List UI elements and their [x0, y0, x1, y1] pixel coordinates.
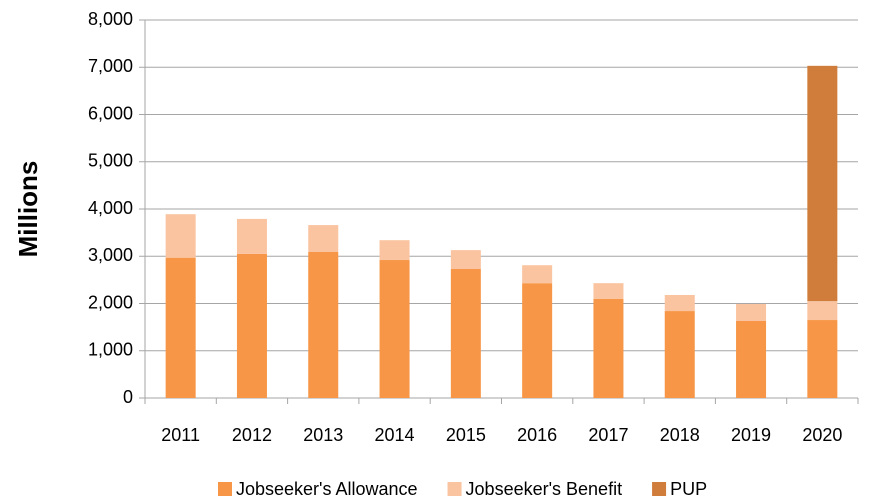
x-tick-label: 2012	[232, 425, 272, 445]
bar-segment	[236, 218, 267, 254]
x-tick-label: 2014	[375, 425, 415, 445]
bar-segment	[664, 294, 695, 312]
y-tick-label: 5,000	[88, 151, 133, 171]
bar-segment	[807, 301, 838, 321]
y-tick-label: 7,000	[88, 56, 133, 76]
x-tick-label: 2015	[446, 425, 486, 445]
y-tick-label: 8,000	[88, 9, 133, 29]
bar-segment	[165, 214, 196, 258]
x-tick-label: 2019	[731, 425, 771, 445]
y-tick-label: 6,000	[88, 103, 133, 123]
x-tick-label: 2016	[517, 425, 557, 445]
y-tick-label: 4,000	[88, 198, 133, 218]
x-tick-label: 2017	[588, 425, 628, 445]
y-axis-label: Millions	[13, 161, 43, 258]
bar-segment	[236, 253, 267, 398]
bar-segment	[308, 225, 339, 252]
legend-label: Jobseeker's Allowance	[236, 479, 418, 499]
legend-label: PUP	[670, 479, 707, 499]
bar-segment	[807, 65, 838, 302]
bar-segment	[736, 303, 767, 321]
bar-segment	[379, 240, 410, 261]
bar-segment	[593, 283, 624, 299]
x-tick-label: 2011	[161, 425, 200, 445]
y-tick-label: 0	[123, 387, 133, 407]
legend-swatch	[447, 482, 462, 496]
legend-swatch	[218, 482, 232, 496]
bar-segment	[736, 320, 767, 398]
bar-segment	[522, 265, 553, 284]
bar-segment	[308, 251, 339, 398]
bar-segment	[593, 298, 624, 398]
y-tick-label: 1,000	[88, 340, 133, 360]
x-tick-label: 2013	[303, 425, 343, 445]
y-tick-label: 2,000	[88, 292, 133, 312]
bar-segment	[379, 260, 410, 398]
bar-segment	[165, 257, 196, 398]
legend-swatch	[652, 482, 667, 496]
bar-segment	[450, 250, 481, 270]
y-tick-label: 3,000	[88, 245, 133, 265]
bar-segment	[807, 320, 838, 398]
bar-segment	[664, 311, 695, 398]
x-tick-label: 2020	[802, 425, 842, 445]
legend-label: Jobseeker's Benefit	[466, 479, 623, 499]
bar-segment	[450, 269, 481, 398]
bar-segment	[522, 283, 553, 398]
x-tick-label: 2018	[660, 425, 700, 445]
